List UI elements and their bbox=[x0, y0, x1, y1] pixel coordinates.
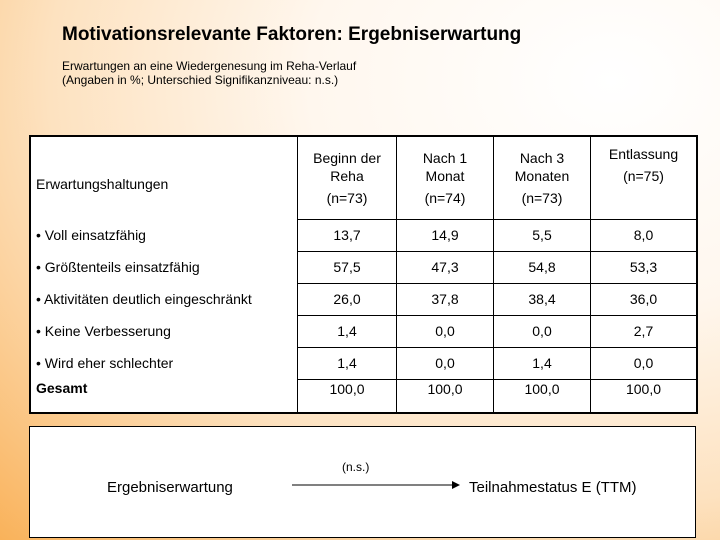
cell-value: 26,0 bbox=[297, 282, 397, 315]
cell-value: 57,5 bbox=[297, 250, 397, 283]
table-row: • Voll einsatzfähig 13,7 14,9 5,5 8,0 bbox=[30, 218, 697, 251]
page-title: Motivationsrelevante Faktoren: Ergebnise… bbox=[62, 24, 522, 45]
column-header-line2: Monat bbox=[425, 167, 465, 184]
table-row: • Keine Verbesserung 1,4 0,0 0,0 2,7 bbox=[30, 314, 697, 347]
cell-value: 0,0 bbox=[396, 346, 494, 379]
table-total-row: Gesamt 100,0 100,0 100,0 100,0 bbox=[30, 378, 697, 413]
row-label: • Voll einsatzfähig bbox=[36, 227, 146, 243]
cell-value: 100,0 bbox=[297, 378, 397, 413]
cell-value: 14,9 bbox=[396, 218, 494, 251]
cell-value: 8,0 bbox=[590, 218, 697, 251]
expectations-table: Erwartungshaltungen Beginn der Reha (n=7… bbox=[29, 135, 698, 414]
row-label: • Keine Verbesserung bbox=[36, 323, 171, 339]
column-header-n: (n=74) bbox=[424, 189, 466, 206]
cell-value: 54,8 bbox=[493, 250, 591, 283]
cell-value: 47,3 bbox=[396, 250, 494, 283]
row-label-total: Gesamt bbox=[36, 380, 88, 396]
column-header-line1: Nach 1 bbox=[422, 149, 468, 166]
table-row: • Wird eher schlechter 1,4 0,0 1,4 0,0 bbox=[30, 346, 697, 379]
cell-value: 38,4 bbox=[493, 282, 591, 315]
cell-value: 5,5 bbox=[493, 218, 591, 251]
cell-value: 13,7 bbox=[297, 218, 397, 251]
column-header-line2: Monaten bbox=[514, 167, 570, 184]
subtitle-note: (Angaben in %; Unterschied Signifikanzni… bbox=[62, 73, 339, 87]
diagram-left-label: Ergebniserwartung bbox=[107, 479, 233, 496]
cell-value: 1,4 bbox=[297, 346, 397, 379]
cell-value: 100,0 bbox=[590, 378, 697, 413]
diagram-right-label: Teilnahmestatus E (TTM) bbox=[469, 479, 637, 496]
relation-diagram: (n.s.) Ergebniserwartung Teilnahmestatus… bbox=[29, 426, 696, 538]
column-header: Beginn der Reha (n=73) bbox=[297, 136, 397, 219]
column-header-n: (n=73) bbox=[521, 189, 563, 206]
cell-value: 1,4 bbox=[297, 314, 397, 347]
column-header: Nach 3 Monaten (n=73) bbox=[493, 136, 591, 219]
cell-value: 53,3 bbox=[590, 250, 697, 283]
column-header-line1: Beginn der bbox=[313, 149, 381, 166]
cell-value: 100,0 bbox=[396, 378, 494, 413]
table-row: • Größtenteils einsatzfähig 57,5 47,3 54… bbox=[30, 250, 697, 283]
row-header: Erwartungshaltungen bbox=[36, 176, 169, 192]
column-header-n: (n=73) bbox=[326, 189, 368, 206]
column-header-n: (n=75) bbox=[623, 168, 664, 184]
subtitle: Erwartungen an eine Wiedergenesung im Re… bbox=[62, 59, 357, 73]
column-header: Entlassung (n=75) bbox=[590, 136, 697, 219]
cell-value: 37,8 bbox=[396, 282, 494, 315]
cell-value: 0,0 bbox=[396, 314, 494, 347]
table-row: • Aktivitäten deutlich eingeschränkt 26,… bbox=[30, 282, 697, 315]
right-arrow-icon bbox=[292, 481, 460, 489]
row-label: • Wird eher schlechter bbox=[36, 355, 174, 371]
column-header-line1: Nach 3 bbox=[519, 149, 565, 166]
cell-value: 1,4 bbox=[493, 346, 591, 379]
cell-value: 0,0 bbox=[493, 314, 591, 347]
table-header-row: Erwartungshaltungen Beginn der Reha (n=7… bbox=[30, 136, 697, 219]
row-label: • Aktivitäten deutlich eingeschränkt bbox=[36, 291, 252, 307]
cell-value: 36,0 bbox=[590, 282, 697, 315]
column-header-line2: Reha bbox=[330, 167, 364, 184]
cell-value: 0,0 bbox=[590, 346, 697, 379]
cell-value: 2,7 bbox=[590, 314, 697, 347]
column-header-line1: Entlassung bbox=[608, 146, 679, 162]
row-label: • Größtenteils einsatzfähig bbox=[36, 259, 200, 275]
arrow-label: (n.s.) bbox=[342, 460, 370, 474]
cell-value: 100,0 bbox=[493, 378, 591, 413]
column-header: Nach 1 Monat (n=74) bbox=[396, 136, 494, 219]
